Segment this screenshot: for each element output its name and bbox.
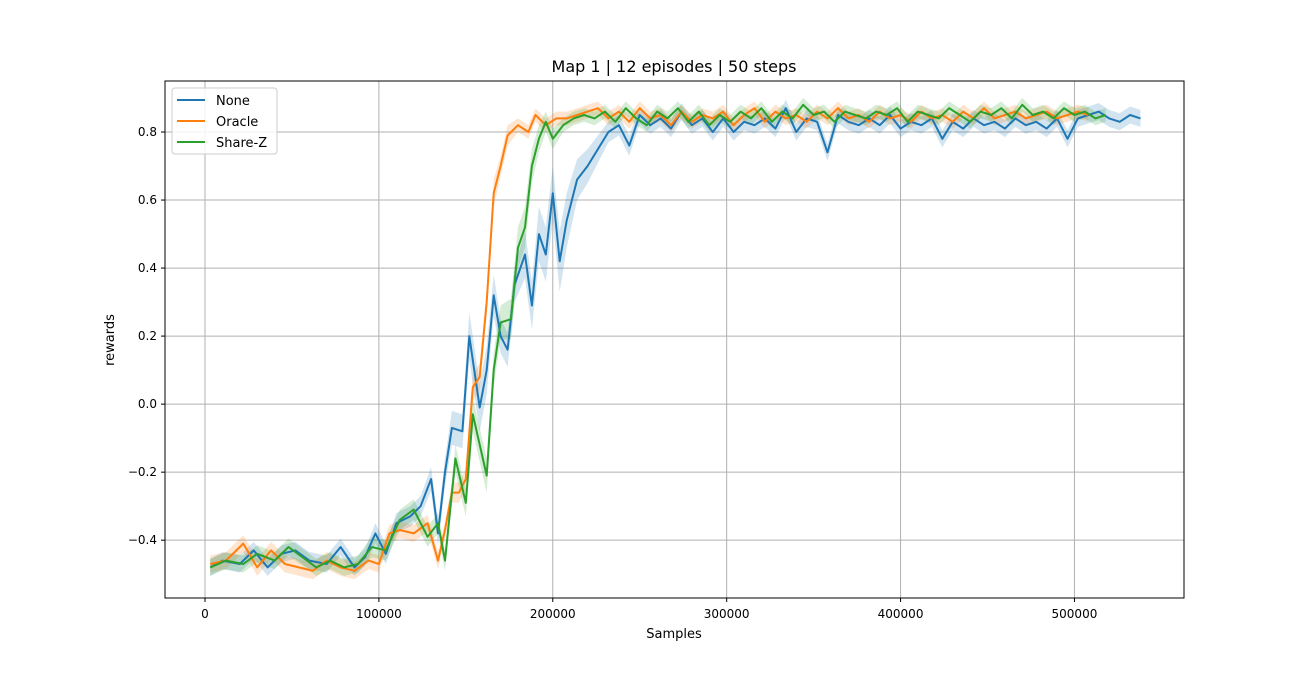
y-tick-label: −0.4 bbox=[128, 533, 157, 547]
x-tick-label: 400000 bbox=[878, 607, 924, 621]
y-tick-label: 0.6 bbox=[138, 193, 157, 207]
series-line-oracle bbox=[209, 107, 1089, 572]
y-tick-label: 0.4 bbox=[138, 261, 157, 275]
x-axis-label: Samples bbox=[646, 627, 702, 642]
y-tick-label: 0.0 bbox=[138, 397, 157, 411]
legend-label: Oracle bbox=[216, 115, 258, 130]
y-tick-label: 0.2 bbox=[138, 329, 157, 343]
axis-ticks: 0 100000 200000 300000 400000 500000 −0.4 −0.2 0… bbox=[128, 125, 1097, 621]
grid bbox=[165, 81, 1184, 598]
x-tick-label: 500000 bbox=[1052, 607, 1098, 621]
y-tick-label: 0.8 bbox=[138, 125, 157, 139]
y-axis-label: rewards bbox=[103, 314, 118, 366]
x-tick-label: 300000 bbox=[704, 607, 750, 621]
legend-box bbox=[171, 87, 278, 155]
series-line-none bbox=[209, 107, 1141, 569]
legend: None Oracle Share-Z bbox=[171, 87, 278, 155]
legend-label: None bbox=[216, 94, 250, 109]
series-line-share-z bbox=[209, 103, 1107, 569]
series-lines bbox=[209, 103, 1141, 572]
plot-frame bbox=[164, 80, 1185, 599]
x-tick-label: 200000 bbox=[530, 607, 576, 621]
chart-title: Map 1 | 12 episodes | 50 steps bbox=[552, 57, 797, 76]
y-tick-label: −0.2 bbox=[128, 465, 157, 479]
legend-label: Share-Z bbox=[216, 136, 267, 151]
x-tick-label: 100000 bbox=[356, 607, 402, 621]
x-tick-label: 0 bbox=[201, 607, 209, 621]
